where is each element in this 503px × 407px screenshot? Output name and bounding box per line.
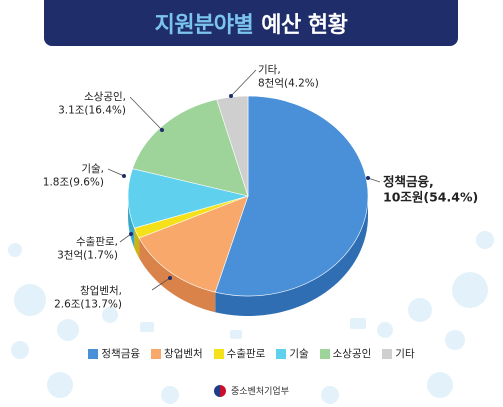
- legend-item: 정책금융: [88, 346, 140, 361]
- data-label: 수출판로,: [76, 236, 118, 248]
- data-label: 창업벤처,: [80, 284, 122, 297]
- leader-line: [367, 177, 381, 183]
- pie-top-layer: [127, 95, 369, 297]
- leader-line: [151, 277, 171, 291]
- title-banner: 지원분야별 예산 현황: [44, 0, 458, 46]
- legend-item: 기타: [382, 346, 415, 361]
- data-label: 기타,: [258, 64, 281, 76]
- legend-label: 기술: [289, 348, 309, 360]
- data-label: 2.6조(13.7%): [54, 299, 122, 311]
- legend-item: 수출판로: [213, 346, 266, 361]
- title-part-2: 예산 현황: [261, 13, 348, 38]
- data-label: 정책금융,: [383, 174, 434, 189]
- legend-item: 기술: [276, 346, 309, 361]
- leader-dot: [129, 232, 133, 236]
- pie-side-수출판로: [134, 228, 140, 259]
- leader-dot: [366, 176, 370, 180]
- data-label: 8천억(4.2%): [258, 78, 319, 90]
- leader-dot: [160, 128, 164, 132]
- data-label: 기술,: [81, 163, 104, 175]
- ministry-name: 중소벤처기업부: [231, 387, 289, 397]
- legend-swatch: [382, 348, 393, 359]
- pie-side-창업벤처: [139, 238, 216, 313]
- leader-dot: [122, 174, 126, 178]
- legend-swatch: [213, 348, 224, 359]
- legend-label: 수출판로: [226, 348, 266, 360]
- legend-swatch: [88, 348, 99, 359]
- legend-swatch: [276, 348, 287, 359]
- legend-item: 창업벤처: [151, 346, 203, 361]
- pie-slice-소상공인: [132, 99, 249, 197]
- legend-label: 기타: [395, 348, 415, 360]
- leader-line: [230, 69, 257, 97]
- leader-line: [129, 96, 163, 131]
- leader-line: [119, 233, 132, 243]
- data-label: 3천억(1.7%): [57, 250, 118, 262]
- title-part-1: 지원분야별: [154, 13, 254, 38]
- legend: 정책금융 창업벤처 수출판로 기술 소상공인 기타: [0, 346, 503, 361]
- pie-labels: 정책금융,10조원(54.4%) 창업벤처, 2.6조(13.7%) 수출판로, 3천억…: [43, 64, 478, 311]
- legend-item: 소상공인: [319, 346, 372, 361]
- pie-chart: 정책금융,10조원(54.4%) 창업벤처, 2.6조(13.7%) 수출판로, 3천억…: [43, 64, 478, 316]
- legend-swatch: [319, 348, 330, 359]
- legend-label: 소상공인: [332, 348, 372, 360]
- data-label: 소상공인,: [84, 91, 126, 103]
- legend-label: 정책금융: [101, 348, 141, 360]
- pie-side-layer: [128, 196, 368, 316]
- government-emblem-icon: [214, 384, 227, 397]
- pie-slice-창업벤처: [138, 195, 249, 293]
- data-label: 1.8조(9.6%): [43, 177, 104, 189]
- pie-slice-정책금융: [214, 95, 369, 297]
- legend-swatch: [151, 348, 162, 359]
- pie-side-기술: [128, 196, 135, 249]
- pie-side-정책금융: [215, 196, 368, 316]
- legend-label: 창업벤처: [164, 348, 203, 360]
- data-label: 3.1조(16.4%): [58, 105, 126, 117]
- leader-line: [107, 168, 125, 177]
- footer: 중소벤처기업부: [0, 384, 503, 397]
- data-label: 10조원(54.4%): [383, 190, 478, 205]
- leader-dot: [229, 94, 233, 98]
- leader-dot: [168, 276, 172, 280]
